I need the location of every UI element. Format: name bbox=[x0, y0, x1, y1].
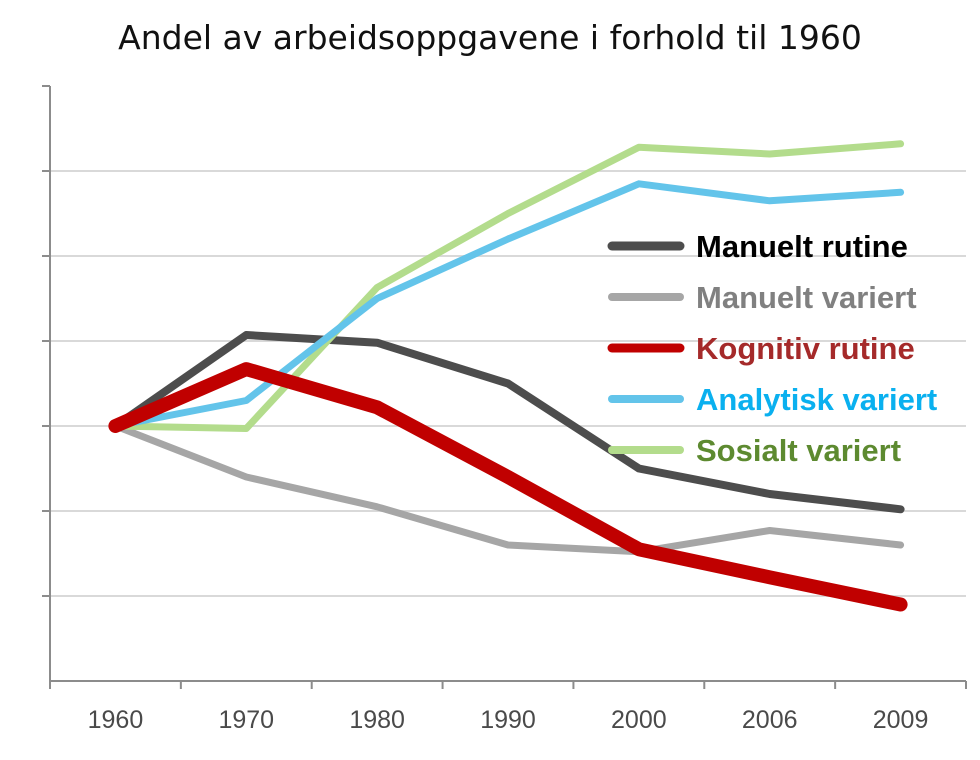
legend-item-analytisk-variert: Analytisk variert bbox=[608, 382, 937, 417]
x-tick-label: 2009 bbox=[873, 706, 929, 734]
legend-label: Sosialt variert bbox=[696, 433, 901, 468]
series-line-analytisk-variert bbox=[111, 180, 905, 430]
chart-title: Andel av arbeidsoppgavene i forhold til … bbox=[118, 18, 862, 57]
legend-label: Manuelt rutine bbox=[696, 229, 908, 264]
series-lines bbox=[108, 140, 908, 612]
x-tick-label: 2006 bbox=[742, 706, 798, 734]
x-tick-label: 1990 bbox=[480, 706, 536, 734]
x-tick-label: 1970 bbox=[218, 706, 274, 734]
x-tick-label: 1980 bbox=[349, 706, 405, 734]
series-line-sosialt-variert bbox=[111, 140, 905, 432]
legend-item-manuelt-variert: Manuelt variert bbox=[608, 280, 917, 315]
series-line-manuelt-variert bbox=[111, 422, 905, 556]
series-line-kognitiv-rutine bbox=[108, 362, 908, 612]
x-tick-label: 2000 bbox=[611, 706, 667, 734]
series-line-manuelt-rutine bbox=[111, 331, 905, 514]
legend-item-manuelt-rutine: Manuelt rutine bbox=[607, 229, 908, 264]
x-tick-label: 1960 bbox=[88, 706, 144, 734]
legend-label: Manuelt variert bbox=[696, 280, 917, 315]
axes: 1960 1970 1980 1990 2000 2006 2009 bbox=[42, 85, 967, 734]
legend-item-sosialt-variert: Sosialt variert bbox=[608, 433, 901, 468]
legend: Manuelt rutine Manuelt variert Kognitiv ru… bbox=[607, 229, 937, 468]
legend-item-kognitiv-rutine: Kognitiv rutine bbox=[607, 331, 915, 366]
legend-label: Kognitiv rutine bbox=[696, 331, 915, 366]
legend-label: Analytisk variert bbox=[696, 382, 937, 417]
